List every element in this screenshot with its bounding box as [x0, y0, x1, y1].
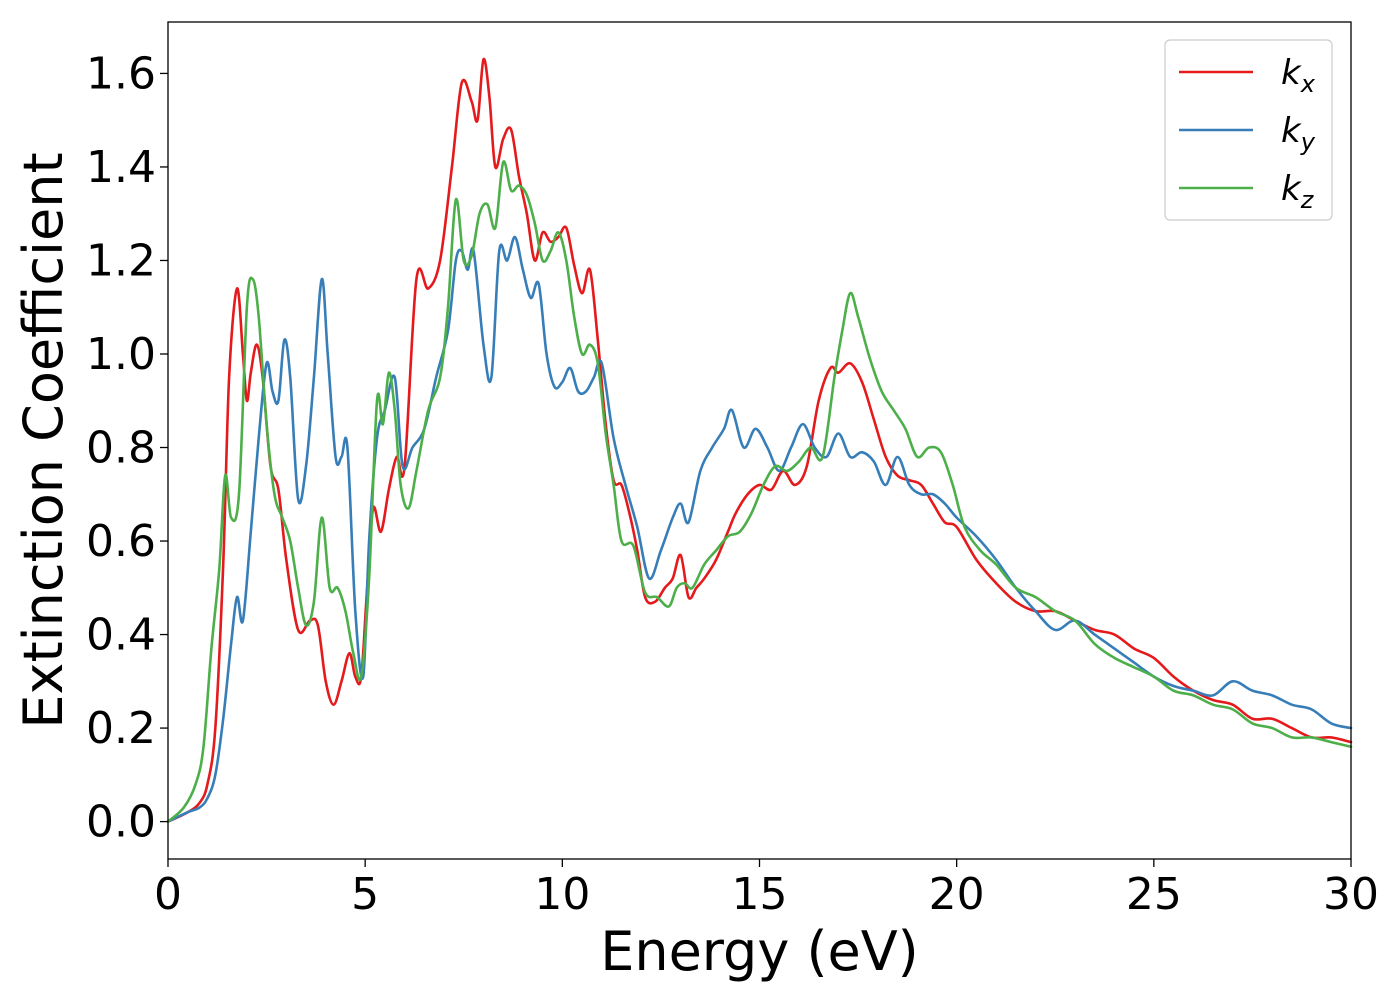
y-axis: 0.0 0.2 0.4 0.6 0.8 1.0 1.2 1.4 1.6 — [86, 48, 168, 848]
legend-label-kz: kz — [1281, 169, 1315, 214]
x-tick-label: 15 — [732, 869, 788, 920]
y-tick-label: 1.0 — [86, 329, 156, 380]
x-axis: 0 5 10 15 20 25 30 — [154, 859, 1379, 920]
y-tick-label: 0.8 — [86, 423, 156, 474]
legend-label-ky: ky — [1281, 111, 1316, 156]
y-tick-label: 0.4 — [86, 610, 156, 661]
x-tick-label: 10 — [534, 869, 590, 920]
x-tick-label: 20 — [929, 869, 985, 920]
x-tick-label: 25 — [1126, 869, 1182, 920]
y-axis-label: Extinction Coefficient — [12, 152, 75, 728]
y-tick-label: 1.2 — [86, 235, 156, 286]
series-group — [166, 57, 1353, 823]
series-line-ky — [166, 235, 1353, 823]
legend-label-kx: kx — [1281, 53, 1316, 98]
y-tick-label: 0.0 — [86, 797, 156, 848]
plot-background — [168, 22, 1351, 859]
legend: kx ky kz — [1164, 39, 1333, 221]
x-tick-label: 30 — [1323, 869, 1379, 920]
y-tick-label: 0.2 — [86, 703, 156, 754]
x-tick-label: 0 — [154, 869, 182, 920]
x-tick-label: 5 — [351, 869, 379, 920]
series-line-kz — [166, 160, 1353, 823]
y-tick-label: 1.4 — [86, 142, 156, 193]
y-tick-label: 0.6 — [86, 516, 156, 567]
y-tick-label: 1.6 — [86, 48, 156, 99]
x-axis-label: Energy (eV) — [600, 920, 919, 983]
